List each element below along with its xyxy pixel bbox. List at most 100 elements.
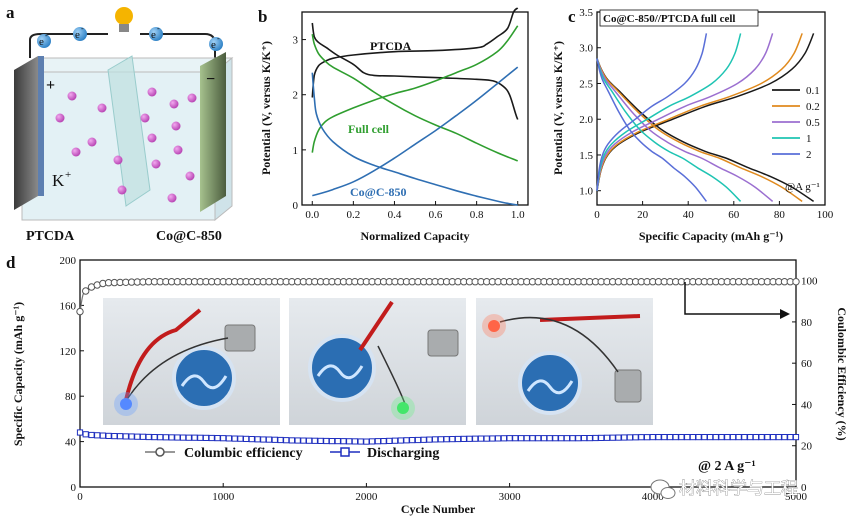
- panel-d-discharging-point: [363, 438, 370, 445]
- panel-b-x-tick-label: 0.2: [346, 209, 360, 221]
- electron-sup-1: -: [45, 31, 48, 40]
- annotation-co-c-850: Co@C-850: [350, 185, 407, 199]
- panel-d-discharging-point: [792, 434, 800, 441]
- panel-c-x-tick-label: 60: [728, 209, 740, 221]
- panel-c-ylabel: Potential (V, versus K/K⁺): [551, 41, 565, 175]
- panel-c-series-2-charge: [596, 33, 708, 191]
- panel-d-y-tick-label: 40: [65, 437, 77, 449]
- electron-sup-4: -: [217, 34, 220, 43]
- panel-b-series-full-cell-discharge: [311, 33, 519, 162]
- panel-d-discharging-point: [621, 434, 628, 441]
- axis-arrow: [684, 282, 780, 315]
- wechat-icon: [650, 479, 676, 499]
- panel-c-x-tick-label: 40: [683, 209, 695, 221]
- panel-d-discharging-point: [758, 434, 765, 441]
- panel-d-discharging-point: [202, 434, 210, 441]
- panel-d-discharging-point: [185, 434, 192, 441]
- panel-d-y-tick-label: 200: [60, 255, 77, 267]
- panel-d-discharging-point: [449, 436, 456, 443]
- panel-d-discharging-point: [661, 434, 668, 441]
- panel-d-discharging-point: [460, 435, 467, 442]
- panel-d-discharging-point: [397, 437, 404, 444]
- panel-d-ylabel-right: Coulombic Efficiency (%): [835, 307, 849, 440]
- bulb-icon: [115, 7, 133, 32]
- panel-c-legend-label-1: 1: [806, 133, 812, 145]
- panel-d-discharging-point: [208, 434, 215, 442]
- panel-d-discharging-point: [775, 434, 782, 441]
- electron-sup-3: -: [157, 24, 160, 33]
- left-electrode: [14, 56, 38, 210]
- panel-b-x-tick-label: 0.0: [305, 209, 319, 221]
- panel-d-discharging-point: [518, 435, 525, 442]
- panel-c-x-tick-label: 0: [594, 209, 600, 221]
- panel-d-ce-point: [82, 287, 90, 295]
- panel-d-discharging-point: [180, 434, 187, 441]
- panel-d-discharging-point: [644, 434, 651, 441]
- panel-c-y-tick-label: 1.0: [579, 186, 593, 198]
- watermark-text: 材料科学与工程: [679, 479, 798, 499]
- panel-d-discharging-point: [328, 438, 336, 445]
- panel-b-y-tick-label: 0: [293, 200, 299, 212]
- panel-c-y-tick-label: 3.5: [579, 7, 593, 19]
- panel-d-discharging-point: [512, 435, 519, 442]
- panel-d-discharging-point: [414, 436, 422, 444]
- panel-d-discharging-point: [592, 434, 599, 442]
- panel-d-discharging-point: [529, 435, 536, 442]
- panel-d-discharging-point: [369, 438, 376, 445]
- panel-c-chart: c 0 20 40 60 80 100 1.0 1.5 2.0 2.5 3.0 3.5 Co@C-85…: [551, 7, 834, 243]
- panel-d-y-right-tick-label: 80: [801, 317, 813, 329]
- panel-d-discharging-point: [626, 434, 633, 441]
- panel-c-legend-label-0-1: 0.1: [806, 85, 820, 97]
- panel-d-discharging-point: [724, 434, 731, 441]
- panel-d-discharging-point: [197, 434, 204, 441]
- panel-d-discharging-point: [454, 435, 462, 443]
- photo-2: [289, 298, 466, 425]
- left-electrode-label: PTCDA: [26, 229, 75, 244]
- panel-d-discharging-point: [495, 435, 502, 442]
- panel-d-y-right-tick-label: 40: [801, 399, 813, 411]
- panel-d-discharging-point: [420, 436, 427, 443]
- panel-d-discharging-point: [243, 435, 250, 442]
- panel-d-discharging-point: [254, 436, 261, 443]
- panel-c-x-tick-label: 80: [774, 209, 786, 221]
- panel-d-discharging-point: [615, 434, 622, 441]
- panel-d-discharging-point: [695, 434, 702, 441]
- panel-d-discharging-point: [134, 433, 141, 440]
- panel-d-legend: Columbic efficiency Discharging: [145, 446, 439, 461]
- panel-d-x-tick-label: 1000: [212, 491, 235, 503]
- electron-label-4: e: [211, 39, 216, 51]
- panel-d-discharging-point: [220, 435, 227, 442]
- panel-d-discharging-point: [139, 433, 147, 440]
- panel-d-ce-point: [76, 307, 84, 316]
- photo-3: [476, 298, 653, 425]
- panel-d-y-tick-label: 160: [60, 300, 77, 312]
- panel-b-letter: b: [258, 7, 267, 26]
- right-electrode: [200, 52, 226, 212]
- panel-c-series-0-2-charge: [596, 33, 803, 191]
- panel-b-x-tick-label: 0.8: [470, 209, 484, 221]
- panel-c-y-tick-label: 2.0: [579, 114, 593, 126]
- panel-d-x-tick-label: 5000: [785, 491, 808, 503]
- panel-d-discharging-point: [432, 436, 439, 443]
- electron-sup-2: -: [81, 24, 84, 33]
- panel-d-discharging-point: [678, 434, 685, 441]
- panel-d-discharging-point: [752, 434, 759, 441]
- panel-c-series-0-1-charge: [596, 33, 815, 191]
- panel-d-discharging-point: [735, 434, 742, 441]
- panel-d-discharging-point: [552, 435, 559, 442]
- panel-d-discharging-point: [764, 434, 771, 441]
- panel-c-title: Co@C-850//PTCDA full cell: [603, 13, 735, 25]
- panel-d-y-tick-label: 0: [71, 482, 77, 494]
- panel-d-xlabel: Cycle Number: [401, 502, 476, 516]
- panel-d-discharging-point: [609, 434, 616, 441]
- panel-d-discharging-point: [248, 436, 255, 443]
- axis-arrow-head: [780, 309, 790, 319]
- panel-d-discharging-point: [489, 435, 496, 442]
- panel-d-discharging-point: [157, 434, 164, 441]
- panel-d-discharging-point: [374, 438, 381, 445]
- panel-c-title-box: [599, 9, 759, 27]
- panel-d-discharging-point: [82, 431, 89, 438]
- panel-d-discharging-point: [94, 432, 101, 439]
- panel-c-xlabel: Specific Capacity (mAh g⁻¹): [639, 229, 783, 243]
- panel-d-discharging-point: [174, 434, 181, 441]
